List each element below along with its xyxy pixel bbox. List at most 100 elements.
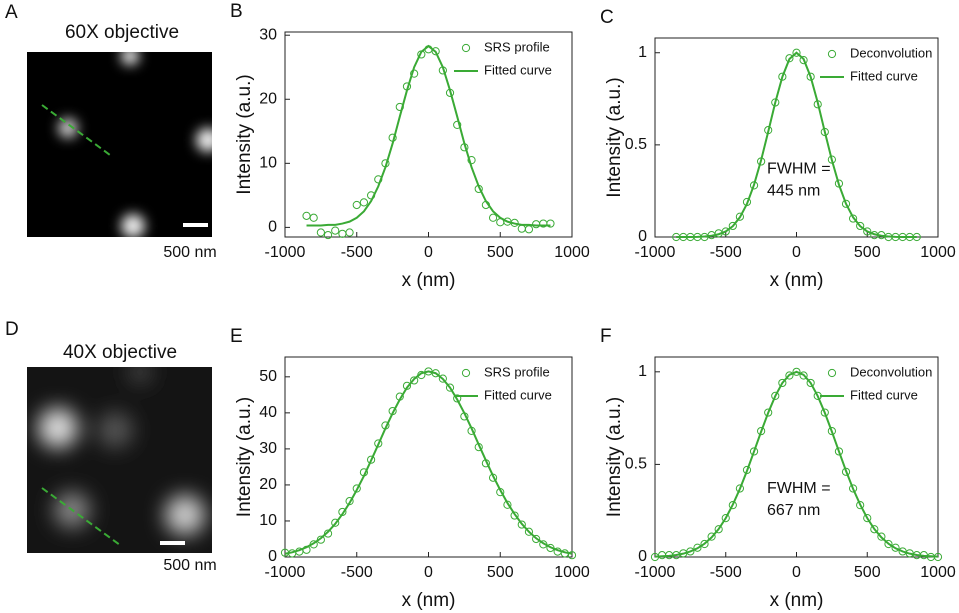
data-point — [524, 527, 534, 536]
data-point — [686, 547, 695, 556]
legend-label: Fitted curve — [484, 62, 552, 77]
y-tick-label: 50 — [259, 368, 277, 385]
legend-label: SRS profile — [484, 39, 550, 54]
y-tick-label: 0 — [638, 548, 647, 565]
x-tick-label: -500 — [710, 244, 742, 261]
image-title: 40X objective — [63, 342, 177, 363]
x-tick-label: 0 — [792, 244, 801, 261]
panel-letter: F — [600, 326, 612, 347]
y-tick-label: 0 — [268, 548, 277, 565]
x-tick-label: -1000 — [635, 244, 676, 261]
y-tick-label: 10 — [259, 512, 277, 529]
scale-label: 500 nm — [163, 557, 216, 574]
data-point — [517, 224, 526, 233]
y-tick-label: 40 — [259, 404, 277, 421]
data-point — [757, 426, 766, 436]
data-point — [806, 378, 815, 388]
data-point — [856, 501, 865, 510]
panel-letter: C — [600, 7, 614, 28]
data-point — [331, 518, 340, 527]
data-point — [721, 514, 730, 523]
data-point — [374, 439, 383, 448]
data-point — [863, 227, 872, 236]
scale-label: 500 nm — [163, 244, 216, 261]
fitted-line — [676, 51, 917, 238]
y-tick-label: 0.5 — [625, 456, 647, 473]
y-axis-label: Intensity (a.u.) — [234, 74, 255, 194]
data-point — [532, 534, 541, 544]
y-tick-label: 10 — [259, 155, 277, 172]
data-point — [849, 214, 858, 223]
annotation: 445 nm — [767, 183, 820, 200]
data-point — [700, 539, 709, 549]
data-point — [834, 447, 844, 456]
data-point — [735, 484, 745, 493]
data-point — [749, 447, 759, 456]
data-point — [785, 54, 794, 63]
data-point — [532, 220, 541, 229]
x-tick-label: 500 — [487, 564, 514, 581]
x-tick-label: -1000 — [265, 244, 306, 261]
x-tick-label: 500 — [854, 244, 881, 261]
legend-label: Fitted curve — [850, 387, 918, 402]
data-point — [510, 511, 519, 520]
panel-letter: B — [230, 1, 243, 22]
panel-letter: D — [5, 319, 19, 340]
data-point — [728, 501, 737, 510]
y-tick-label: 1 — [638, 363, 647, 380]
legend-label: Fitted curve — [850, 68, 918, 83]
fitted-line — [306, 44, 551, 227]
panel-letter: E — [230, 326, 243, 347]
data-point — [323, 230, 333, 240]
data-point — [367, 455, 376, 464]
micrograph — [27, 52, 212, 237]
data-point — [359, 198, 369, 207]
data-point — [345, 228, 354, 237]
data-point — [567, 551, 577, 560]
image-title: 60X objective — [65, 22, 179, 43]
x-tick-label: 0 — [792, 564, 801, 581]
fitted-line — [654, 370, 939, 558]
x-tick-label: -1000 — [265, 564, 306, 581]
data-point — [707, 532, 716, 541]
data-point — [331, 226, 340, 235]
data-point — [764, 408, 773, 417]
data-point — [721, 227, 730, 236]
data-point — [820, 408, 829, 417]
data-point — [323, 529, 333, 538]
data-point — [517, 520, 526, 529]
x-tick-label: -500 — [341, 244, 373, 261]
y-tick-label: 0.5 — [625, 136, 647, 153]
y-tick-label: 20 — [259, 90, 277, 107]
legend-marker — [461, 368, 471, 378]
data-point — [884, 539, 893, 549]
legend-label: Deconvolution — [850, 45, 932, 60]
annotation: 667 nm — [767, 502, 820, 519]
x-tick-label: 1000 — [554, 564, 590, 581]
annotation: FWHM = — [767, 161, 831, 178]
y-axis-label: Intensity (a.u.) — [234, 397, 255, 517]
legend-marker — [461, 43, 471, 53]
x-tick-label: -1000 — [635, 564, 676, 581]
y-tick-label: 30 — [259, 26, 277, 43]
data-point — [488, 213, 498, 222]
data-point — [870, 525, 879, 534]
data-point — [877, 532, 886, 541]
x-axis-label: x (nm) — [770, 590, 824, 611]
data-point — [841, 199, 851, 208]
data-point — [302, 211, 311, 220]
y-axis-label: Intensity (a.u.) — [604, 397, 625, 517]
x-tick-label: 1000 — [554, 244, 590, 261]
data-point — [546, 219, 555, 228]
legend-marker — [827, 49, 837, 59]
micrograph — [27, 367, 212, 553]
x-axis-label: x (nm) — [402, 590, 456, 611]
x-tick-label: -500 — [710, 564, 742, 581]
x-tick-label: 500 — [487, 244, 514, 261]
data-point — [410, 376, 419, 385]
data-point — [799, 56, 808, 65]
data-point — [453, 120, 462, 129]
y-axis-label: Intensity (a.u.) — [604, 77, 625, 197]
data-point — [524, 225, 534, 234]
data-point — [316, 228, 325, 237]
